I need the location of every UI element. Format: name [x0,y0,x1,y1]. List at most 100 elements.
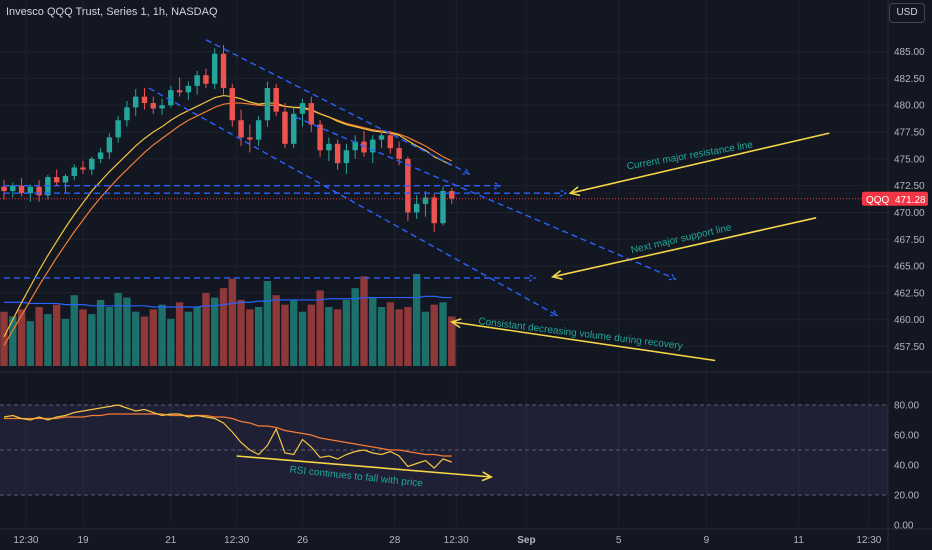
candle-body [343,150,350,164]
candle-body [159,105,165,109]
candle-body [413,203,420,213]
candle-body [71,167,77,177]
volume-bar [123,297,131,366]
candle-body [282,111,288,144]
volume-bar [439,302,447,366]
rsi-tick-label: 0.00 [894,521,914,532]
annotation-arrow [451,321,716,362]
volume-bar [395,309,403,366]
candle-body [361,141,367,153]
volume-bar [70,295,78,366]
candle-body [238,120,244,138]
candle-body [396,148,402,159]
volume-bar [219,288,228,366]
volume-bar [254,307,263,366]
time-tick-label: 12:30 [224,535,249,546]
candle-body [334,143,341,164]
candle-body [132,96,139,108]
candle-body [440,191,446,224]
price-tick-label: 457.50 [894,342,925,353]
candle-body [370,139,376,153]
moving-average-layer [3,94,453,346]
candle-body [229,88,236,121]
volume-bar [79,309,87,366]
volume-bar [351,288,359,366]
volume-bar [17,309,26,366]
last-price-tag [862,191,928,206]
volume-bar [88,314,96,366]
candle-body [150,103,156,109]
ma-fast-line [3,94,453,338]
annotation-text: Current major resistance line [626,139,754,172]
volume-bar [132,311,140,366]
rsi-tick-label: 80.00 [894,401,919,412]
candle-body [80,167,86,170]
candle-body [387,135,394,149]
rsi-line [3,404,452,469]
candle-body [124,107,130,121]
price-tick-label: 475.00 [894,154,925,165]
rsi-tick-label: 60.00 [894,431,919,442]
arrow-layer [236,132,830,482]
trendline-head [550,309,559,317]
price-tick-label: 465.00 [894,262,925,273]
price-tag-symbol: QQQ [866,195,890,206]
candle-body [62,176,69,183]
volume-bar [325,307,333,366]
annotation-arrow [236,455,492,478]
candle-layer [0,45,888,232]
candle-body [431,197,437,224]
rsi-tick-label: 20.00 [894,491,919,502]
volume-bar [61,318,70,366]
volume-bar [9,316,17,366]
annotation-arrowhead [481,471,494,482]
candle-body [18,185,25,194]
candle-body [115,120,121,138]
rsi-panel [0,404,888,496]
volume-bar [412,273,421,366]
time-tick-label: 12:30 [856,535,881,546]
price-tick-label: 460.00 [894,315,925,326]
candle-body [299,103,306,114]
annotation-arrowhead [568,186,581,197]
candle-body [308,103,315,125]
candle-body [141,96,148,104]
volume-bar [298,311,307,366]
candle-body [203,75,209,84]
volume-bar [202,292,210,366]
trendline-head [668,273,677,281]
volume-bar [369,297,377,366]
volume-bar [52,304,61,366]
volume-bar [421,311,430,366]
price-tick-label: 482.50 [894,74,925,85]
axis-layer: 485.00 482.50 480.00 477.50 475.00 472.50 470.… [13,47,928,546]
price-tag-value: 471.28 [895,195,926,206]
candle-body [291,113,297,144]
time-tick-label: 5 [616,535,622,546]
volume-bar [290,299,298,366]
time-tick-label: 9 [704,535,710,546]
candle-body [36,186,42,196]
ma-slow-line [3,102,453,346]
candle-body [194,75,200,86]
trendline-head [528,274,537,282]
candle-body [273,88,279,112]
volume-bar [307,304,315,366]
volume-bar [44,314,52,366]
candle-body [422,197,429,204]
price-tick-label: 477.50 [894,128,925,139]
candle-body [211,53,218,84]
candle-body [255,120,262,140]
volume-bar [158,304,166,366]
time-tick-label: 28 [389,535,401,546]
volume-bar [184,311,193,366]
time-tick-label: 11 [793,535,804,546]
candle-body [378,135,385,140]
volume-ma-line [4,295,452,308]
volume-bar [149,309,157,366]
volume-bar [175,302,184,366]
currency-button[interactable]: USD [889,3,925,23]
time-tick-label: 12:30 [444,535,469,546]
